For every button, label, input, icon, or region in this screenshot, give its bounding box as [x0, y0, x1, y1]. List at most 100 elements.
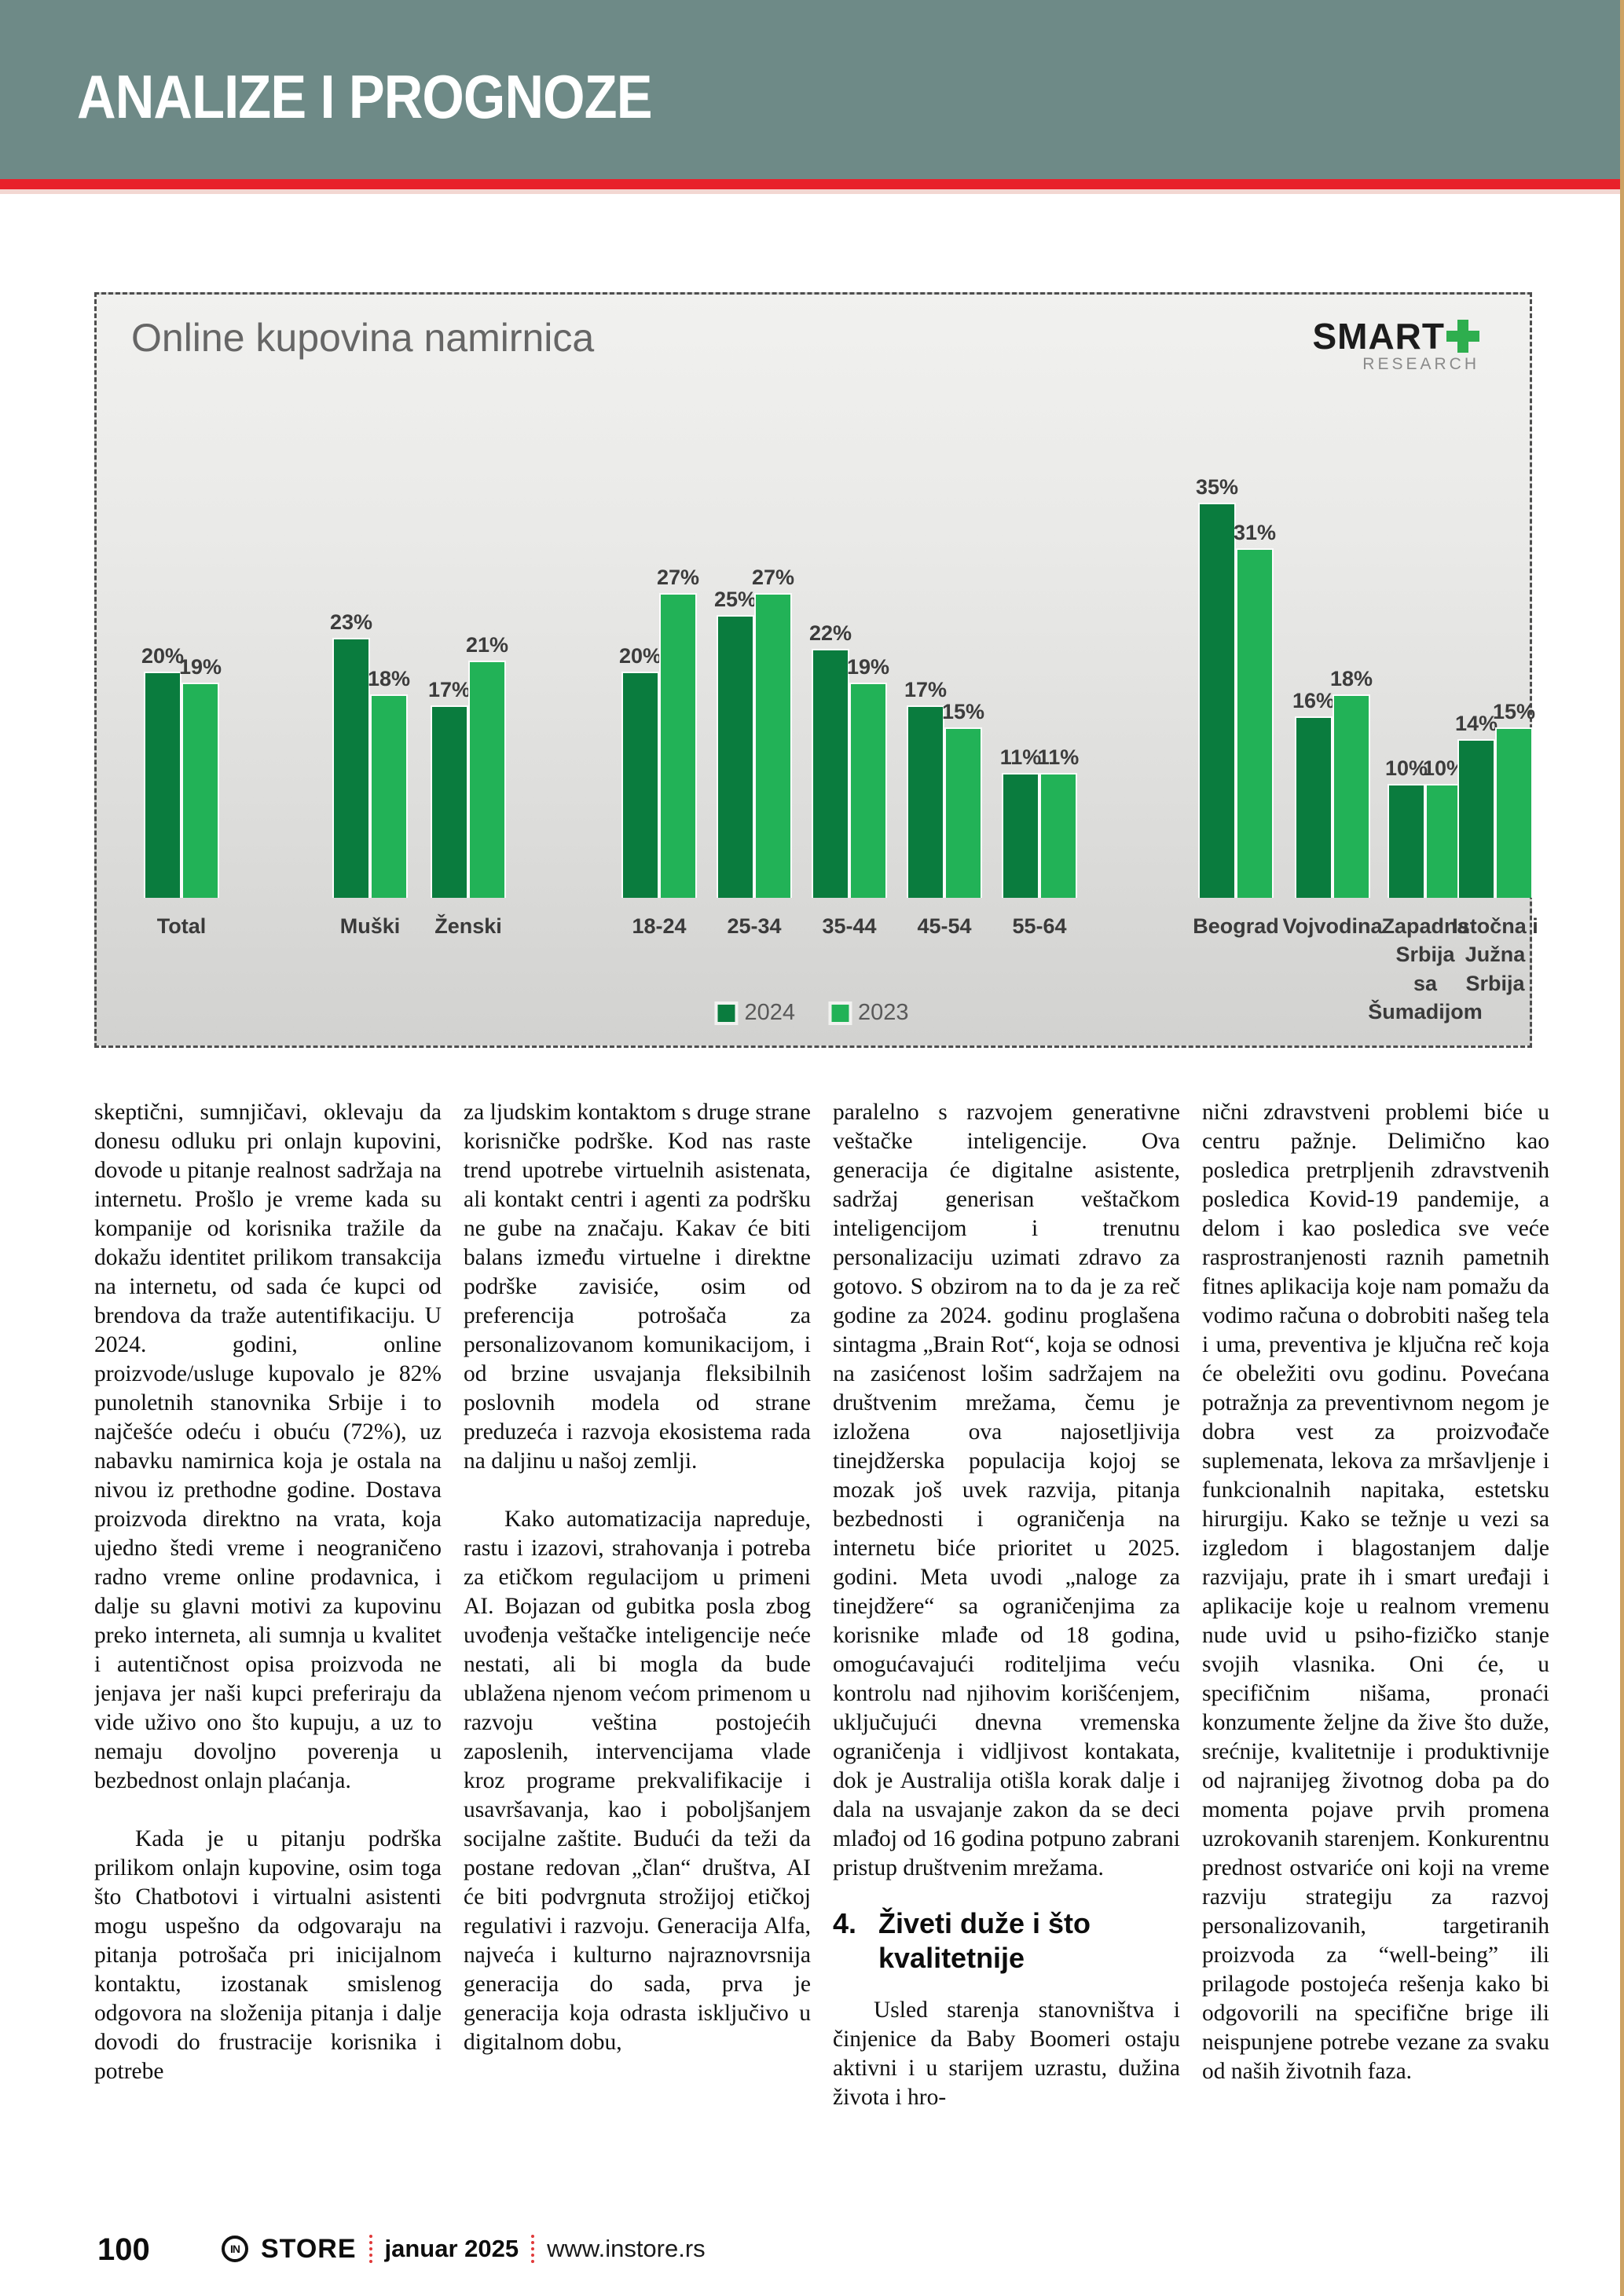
bar-2024-zapadna-srbija-sa-umadijom: 10% [1385, 756, 1428, 898]
bar-2023-45-54: 15% [942, 700, 984, 898]
smart-logo-word: SMART [1312, 316, 1445, 357]
category-label: Beograd [1193, 914, 1279, 938]
bar-2023-mu-ki: 18% [368, 667, 410, 898]
category-label: 35-44 [822, 914, 877, 938]
bar-group-beograd: 35% 31% [1196, 295, 1276, 898]
bar-2023-beograd: 31% [1234, 521, 1276, 898]
page-edge-line [1620, 0, 1624, 2296]
bar-2023-isto-na-i-ju-na-srbija: 15% [1493, 700, 1535, 898]
paragraph: Kako automatizacija napreduje, rastu i i… [464, 1507, 811, 2055]
category-label: Total [156, 914, 207, 938]
bar-2023--enski: 21% [466, 633, 508, 898]
value-label: 25% [713, 588, 757, 611]
paragraph: za ljudskim kontaktom s druge strane kor… [464, 1100, 811, 1474]
value-label: 27% [751, 566, 795, 589]
bar-2024-vojvodina: 16% [1292, 689, 1335, 898]
section-number: 4. [833, 1907, 857, 1939]
bar-2023-25-34: 27% [752, 566, 794, 898]
plus-icon [1446, 320, 1479, 353]
value-label: 19% [846, 655, 890, 679]
paragraph: Usled starenja stanovništva i činjenice … [833, 1998, 1180, 2110]
article-column-2: za ljudskim kontaktom s druge strane kor… [464, 1098, 811, 2221]
header-band: ANALIZE I PROGNOZE [0, 0, 1624, 179]
article-column-4: nični zdravstveni problemi biće u centru… [1202, 1098, 1549, 2221]
smart-research-logo: SMART RESEARCH [1312, 318, 1479, 372]
legend-item-2023: 2023 [828, 1000, 909, 1026]
value-label: 17% [427, 678, 471, 701]
category-label: Ženski [434, 914, 502, 938]
bar-2023-total: 19% [179, 655, 222, 898]
issue-date: januar 2025 [384, 2235, 519, 2262]
legend-item-2024: 2024 [714, 1000, 795, 1026]
value-label: 18% [367, 667, 411, 690]
value-label: 19% [178, 655, 222, 679]
article-column-3: paralelno s razvojem generativne veštačk… [833, 1098, 1180, 2221]
bar-group-zapadna-srbija-sa-umadijom: 10% 10% [1385, 295, 1465, 898]
page-title: ANALIZE I PROGNOZE [77, 62, 652, 131]
paragraph: Kada je u pitanju podrška prilikom onlaj… [94, 1826, 442, 2084]
category-label: Muški [339, 914, 401, 938]
footer-separator [368, 2235, 372, 2263]
bar-2024-beograd: 35% [1196, 475, 1238, 898]
bar-chart-plot: 20% 19% Total 23% 18% Muški 17% 21% Ženski 20% 27%… [97, 295, 1538, 1045]
value-label: 17% [904, 678, 948, 701]
bar-2023-18-24: 27% [657, 566, 699, 898]
bar-2024-18-24: 20% [619, 644, 662, 898]
category-label: Vojvodina [1282, 914, 1383, 938]
category-label: 25-34 [727, 914, 782, 938]
value-label: 35% [1195, 475, 1239, 499]
instore-logo-icon: IN [222, 2236, 248, 2262]
value-label: 11% [1037, 745, 1080, 769]
value-label: 15% [1492, 700, 1536, 723]
bar-2024-45-54: 17% [904, 678, 947, 898]
bar-group-isto-na-i-ju-na-srbija: 14% 15% [1455, 295, 1535, 898]
bar-2024-55-64: 11% [1000, 745, 1041, 898]
bar-2024--enski: 17% [428, 678, 471, 898]
smart-logo-subtitle: RESEARCH [1362, 355, 1479, 373]
footer-separator [531, 2235, 535, 2263]
value-label: 20% [618, 644, 662, 668]
bar-2023-vojvodina: 18% [1330, 667, 1373, 898]
chart-panel: Online kupovina namirnica SMART RESEARCH… [94, 292, 1538, 1048]
value-label: 14% [1454, 712, 1498, 735]
bar-group--enski: 17% 21% [428, 295, 508, 898]
value-label: 10% [1384, 756, 1428, 780]
bar-2024-total: 20% [141, 644, 184, 898]
chart-legend: 2024 2023 [714, 1000, 909, 1026]
paragraph: paralelno s razvojem generativne veštačk… [833, 1100, 1180, 1880]
bar-group-55-64: 11% 11% [1000, 295, 1079, 898]
header-divider-shadow [0, 189, 1624, 194]
footer-brand-row: IN STORE januar 2025 www.instore.rs [222, 2229, 706, 2269]
section-heading: 4. Živeti duže i što kvalitetnije [833, 1907, 1091, 1974]
category-label: 18-24 [632, 914, 687, 938]
bar-2024-isto-na-i-ju-na-srbija: 14% [1455, 712, 1498, 898]
bar-2024-mu-ki: 23% [330, 610, 372, 898]
value-label: 27% [656, 566, 700, 589]
legend-label: 2024 [744, 1000, 795, 1025]
page-number: 100 [97, 2232, 150, 2267]
legend-label: 2023 [858, 1000, 909, 1025]
bar-2024-25-34: 25% [714, 588, 757, 898]
page-footer: 100 IN STORE januar 2025 www.instore.rs [0, 2229, 1624, 2269]
bar-group-mu-ki: 23% 18% [330, 295, 410, 898]
header-divider [0, 179, 1624, 189]
bar-2023-35-44: 19% [847, 655, 889, 898]
article-column-1: skeptični, sumnjičavi, oklevaju da dones… [94, 1098, 442, 2221]
value-label: 20% [141, 644, 185, 668]
bar-group-vojvodina: 16% 18% [1292, 295, 1373, 898]
value-label: 16% [1292, 689, 1336, 712]
category-label: Istočna i Južna Srbija [1452, 914, 1538, 995]
legend-swatch-2024 [714, 1001, 739, 1025]
category-label: 45-54 [917, 914, 972, 938]
bar-group-35-44: 22% 19% [809, 295, 889, 898]
paragraph: nični zdravstveni problemi biće u centru… [1202, 1100, 1549, 2084]
value-label: 15% [941, 700, 985, 723]
value-label: 18% [1329, 667, 1373, 690]
bar-group-45-54: 17% 15% [904, 295, 984, 898]
bar-2023-55-64: 11% [1038, 745, 1079, 898]
bar-group-total: 20% 19% [141, 295, 222, 898]
category-label: 55-64 [1012, 914, 1067, 938]
article-body: skeptični, sumnjičavi, oklevaju da dones… [94, 1098, 1549, 2221]
bar-group-25-34: 25% 27% [714, 295, 794, 898]
